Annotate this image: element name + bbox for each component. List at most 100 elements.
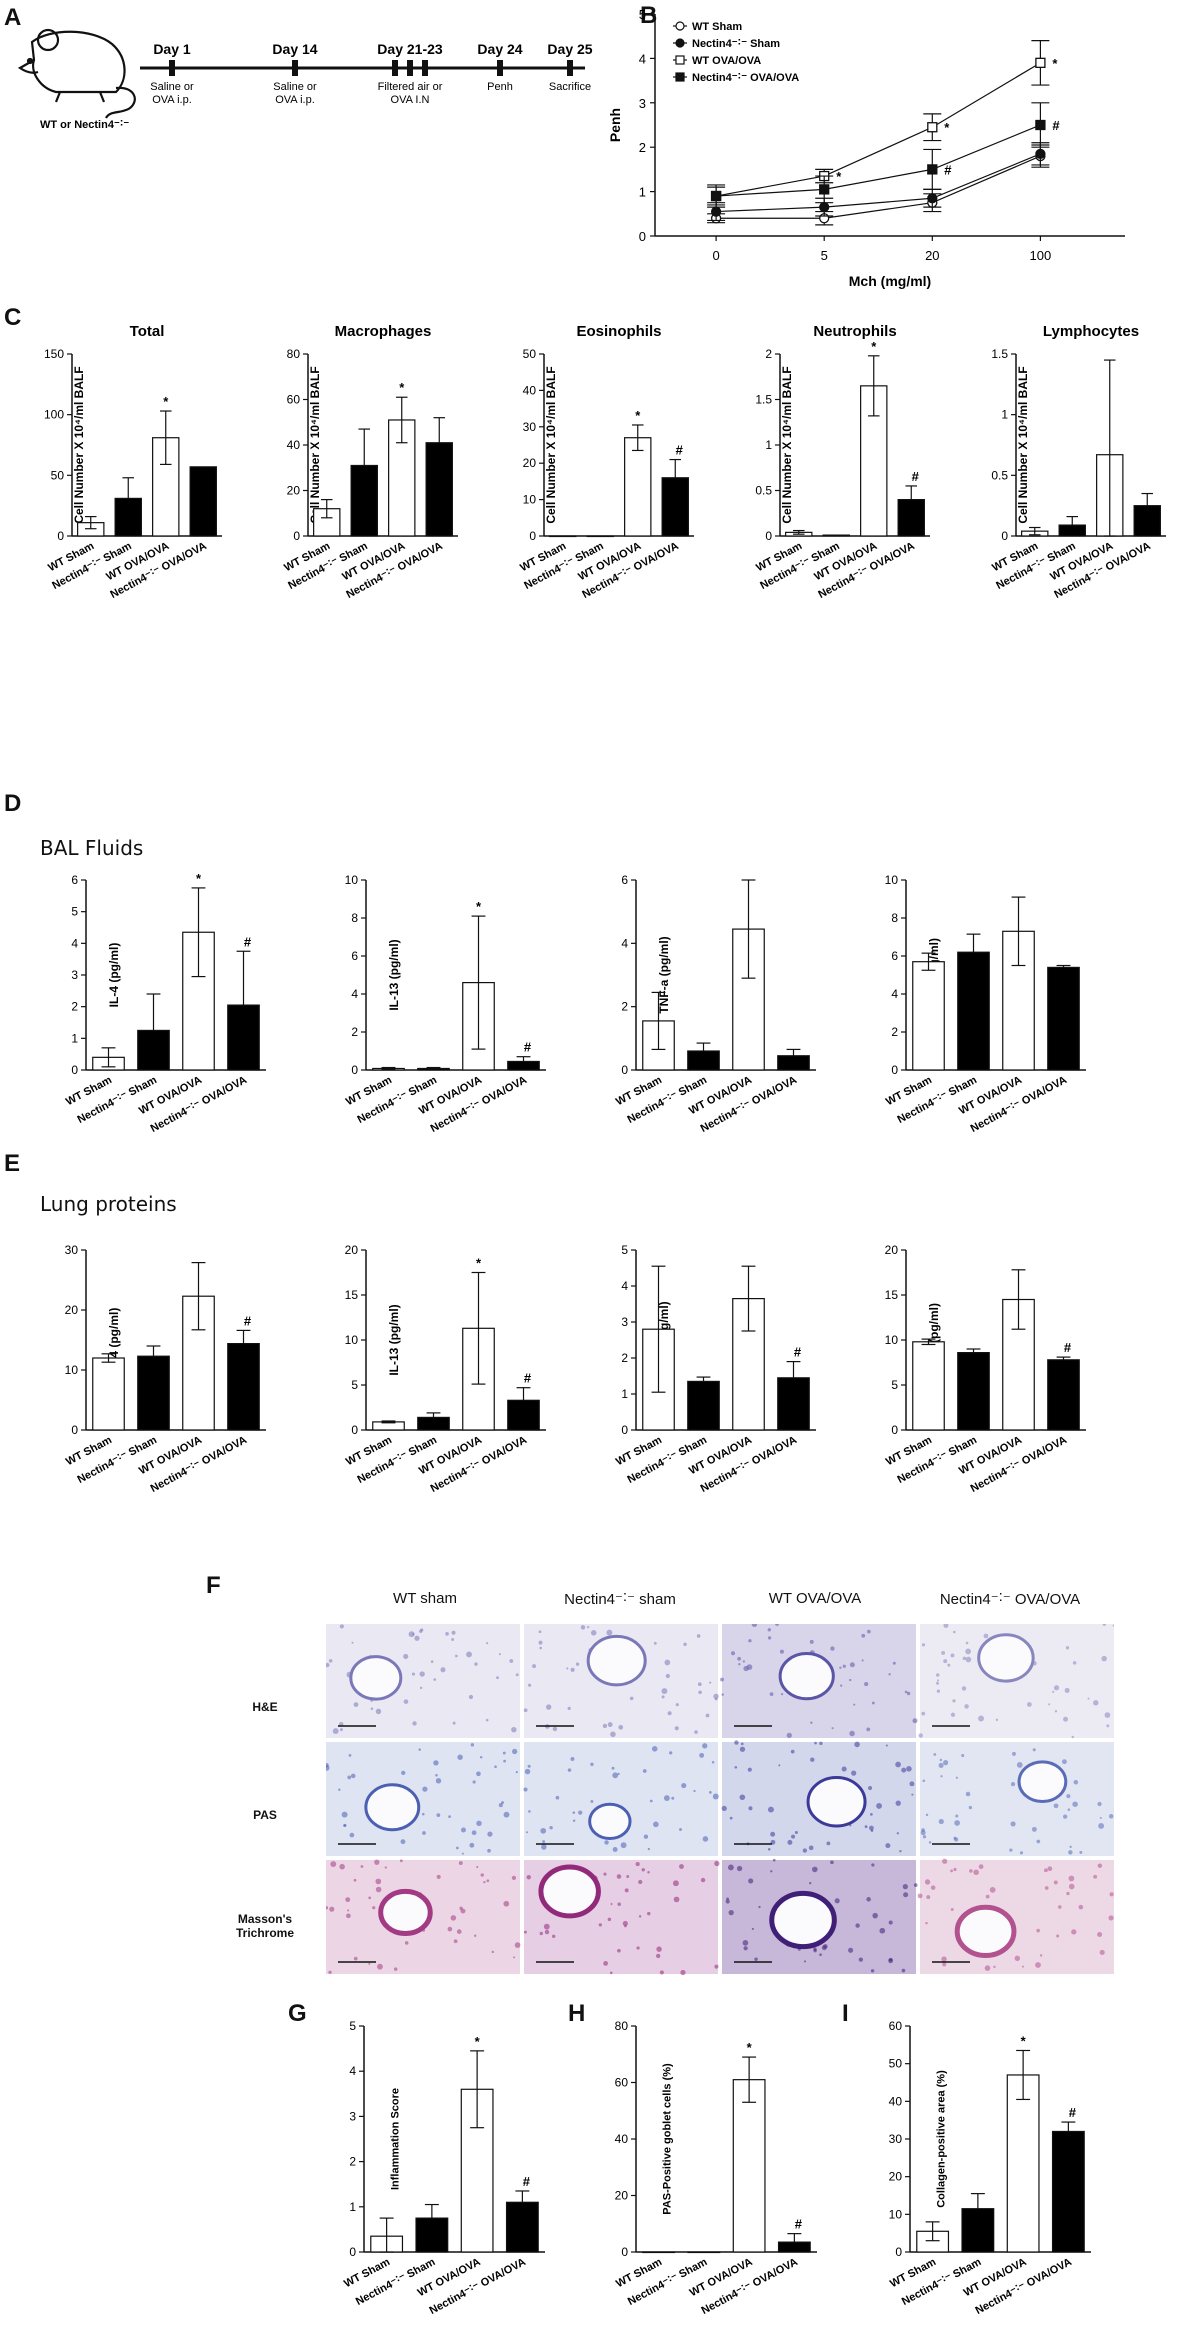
data-point bbox=[819, 184, 830, 195]
tissue-nucleus bbox=[512, 1748, 518, 1755]
tissue-nucleus bbox=[943, 1624, 949, 1628]
tissue-nucleus bbox=[447, 1926, 453, 1932]
y-tick-label: 60 bbox=[287, 393, 301, 407]
tissue-nucleus bbox=[1066, 1794, 1071, 1799]
bar bbox=[417, 1416, 450, 1431]
y-tick-label: 10 bbox=[345, 1333, 359, 1347]
bar bbox=[350, 464, 378, 537]
y-tick-label: 0 bbox=[1001, 529, 1008, 543]
y-axis-label: PAS-Positive goblet cells (%) bbox=[662, 2063, 674, 2215]
tissue-nucleus bbox=[572, 1819, 576, 1822]
y-tick-label: 50 bbox=[889, 2057, 903, 2071]
tissue-nucleus bbox=[965, 1791, 971, 1797]
tissue-nucleus bbox=[330, 1861, 337, 1868]
tissue-nucleus bbox=[738, 1663, 741, 1666]
tissue-nucleus bbox=[849, 1678, 852, 1682]
tissue-nucleus bbox=[498, 1653, 501, 1656]
data-point bbox=[819, 201, 830, 213]
tissue-nucleus bbox=[876, 1802, 882, 1809]
tissue-nucleus bbox=[1039, 1954, 1043, 1957]
y-tick-label: 2 bbox=[621, 1351, 628, 1365]
bar bbox=[92, 1357, 125, 1431]
tissue-nucleus bbox=[651, 1746, 658, 1752]
y-tick-label: 30 bbox=[523, 420, 537, 434]
tissue-nucleus bbox=[950, 1653, 955, 1658]
y-tick-label: 8 bbox=[351, 911, 358, 925]
tissue-nucleus bbox=[1053, 1880, 1058, 1885]
tissue-nucleus bbox=[674, 1726, 679, 1731]
y-tick-label: 0 bbox=[639, 229, 646, 244]
tissue-nucleus bbox=[609, 1971, 613, 1975]
histology-col-label: Nectin4⁻˸⁻ OVA/OVA bbox=[939, 1591, 1081, 1608]
y-axis-label: IL-13 (pg/ml) bbox=[387, 939, 401, 1010]
tissue-nucleus bbox=[460, 1827, 466, 1833]
tissue-nucleus bbox=[899, 1849, 902, 1853]
tissue-nucleus bbox=[653, 1821, 659, 1828]
tissue-nucleus bbox=[1097, 1931, 1103, 1938]
tissue-nucleus bbox=[810, 1757, 815, 1762]
tissue-nucleus bbox=[570, 1757, 575, 1761]
tissue-nucleus bbox=[353, 1702, 359, 1708]
y-tick-label: 4 bbox=[621, 1279, 628, 1293]
tissue-nucleus bbox=[962, 1656, 967, 1661]
tissue-nucleus bbox=[952, 1630, 956, 1634]
x-tick-label: Nectin4⁻˸⁻ Sham bbox=[900, 2256, 984, 2308]
tissue-nucleus bbox=[758, 1905, 761, 1909]
tissue-nucleus bbox=[375, 1878, 382, 1885]
tissue-nucleus bbox=[830, 1646, 835, 1651]
tissue-nucleus bbox=[440, 1667, 446, 1673]
y-tick-label: 0 bbox=[895, 2245, 902, 2259]
bar bbox=[687, 2251, 721, 2254]
tissue-nucleus bbox=[617, 1772, 620, 1775]
timeline-event-text: Saline or bbox=[273, 81, 317, 93]
tissue-nucleus bbox=[669, 1751, 673, 1755]
tissue-nucleus bbox=[1061, 1759, 1067, 1765]
tissue-nucleus bbox=[372, 1906, 376, 1910]
tissue-nucleus bbox=[902, 1884, 908, 1890]
tissue-nucleus bbox=[968, 1805, 972, 1810]
tissue-nucleus bbox=[869, 1825, 874, 1831]
tissue-nucleus bbox=[1047, 1866, 1053, 1872]
tissue-nucleus bbox=[939, 1758, 943, 1762]
airway-lumen bbox=[378, 1888, 433, 1937]
tissue-nucleus bbox=[1022, 1965, 1025, 1968]
tissue-nucleus bbox=[539, 1646, 542, 1650]
tissue-nucleus bbox=[903, 1892, 909, 1898]
tissue-nucleus bbox=[742, 1660, 746, 1663]
tissue-nucleus bbox=[839, 1666, 842, 1669]
y-axis-label: Collagen-positive area (%) bbox=[936, 2070, 948, 2208]
tissue-nucleus bbox=[616, 1874, 622, 1879]
y-tick-label: 60 bbox=[889, 2019, 903, 2033]
tissue-nucleus bbox=[328, 1970, 332, 1974]
timeline-event-text: Filtered air or bbox=[378, 81, 443, 93]
tissue-nucleus bbox=[871, 1863, 875, 1867]
y-tick-label: 1 bbox=[71, 1031, 78, 1045]
y-tick-label: 8 bbox=[891, 911, 898, 925]
tissue-nucleus bbox=[808, 1845, 814, 1851]
bar bbox=[507, 1060, 540, 1071]
y-tick-label: 6 bbox=[71, 873, 78, 887]
tissue-nucleus bbox=[419, 1671, 425, 1677]
tissue-nucleus bbox=[528, 1683, 532, 1687]
tissue-nucleus bbox=[401, 1770, 406, 1776]
tissue-nucleus bbox=[747, 1767, 752, 1772]
tissue-nucleus bbox=[861, 1633, 866, 1638]
tissue-nucleus bbox=[353, 1956, 358, 1961]
tissue-nucleus bbox=[892, 1661, 896, 1665]
tissue-nucleus bbox=[885, 1843, 891, 1849]
tissue-nucleus bbox=[514, 1942, 521, 1948]
tissue-nucleus bbox=[502, 1751, 506, 1755]
tissue-nucleus bbox=[961, 1686, 967, 1691]
airway-lumen bbox=[586, 1634, 647, 1687]
histology-row-label: PAS bbox=[253, 1808, 277, 1822]
tissue-nucleus bbox=[700, 1877, 706, 1883]
tissue-nucleus bbox=[412, 1721, 417, 1726]
histology-col-label: Nectin4⁻˸⁻ sham bbox=[564, 1591, 676, 1608]
y-tick-label: 0 bbox=[293, 529, 300, 543]
y-tick-label: 0 bbox=[57, 529, 64, 543]
tissue-nucleus bbox=[663, 1795, 670, 1801]
tissue-nucleus bbox=[842, 1664, 846, 1668]
x-tick-label: Nectin4⁻˸⁻ Sham bbox=[356, 1074, 440, 1126]
